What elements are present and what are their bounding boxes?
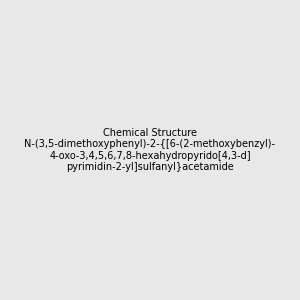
Text: Chemical Structure
N-(3,5-dimethoxyphenyl)-2-{[6-(2-methoxybenzyl)-
4-oxo-3,4,5,: Chemical Structure N-(3,5-dimethoxypheny… [25,128,275,172]
